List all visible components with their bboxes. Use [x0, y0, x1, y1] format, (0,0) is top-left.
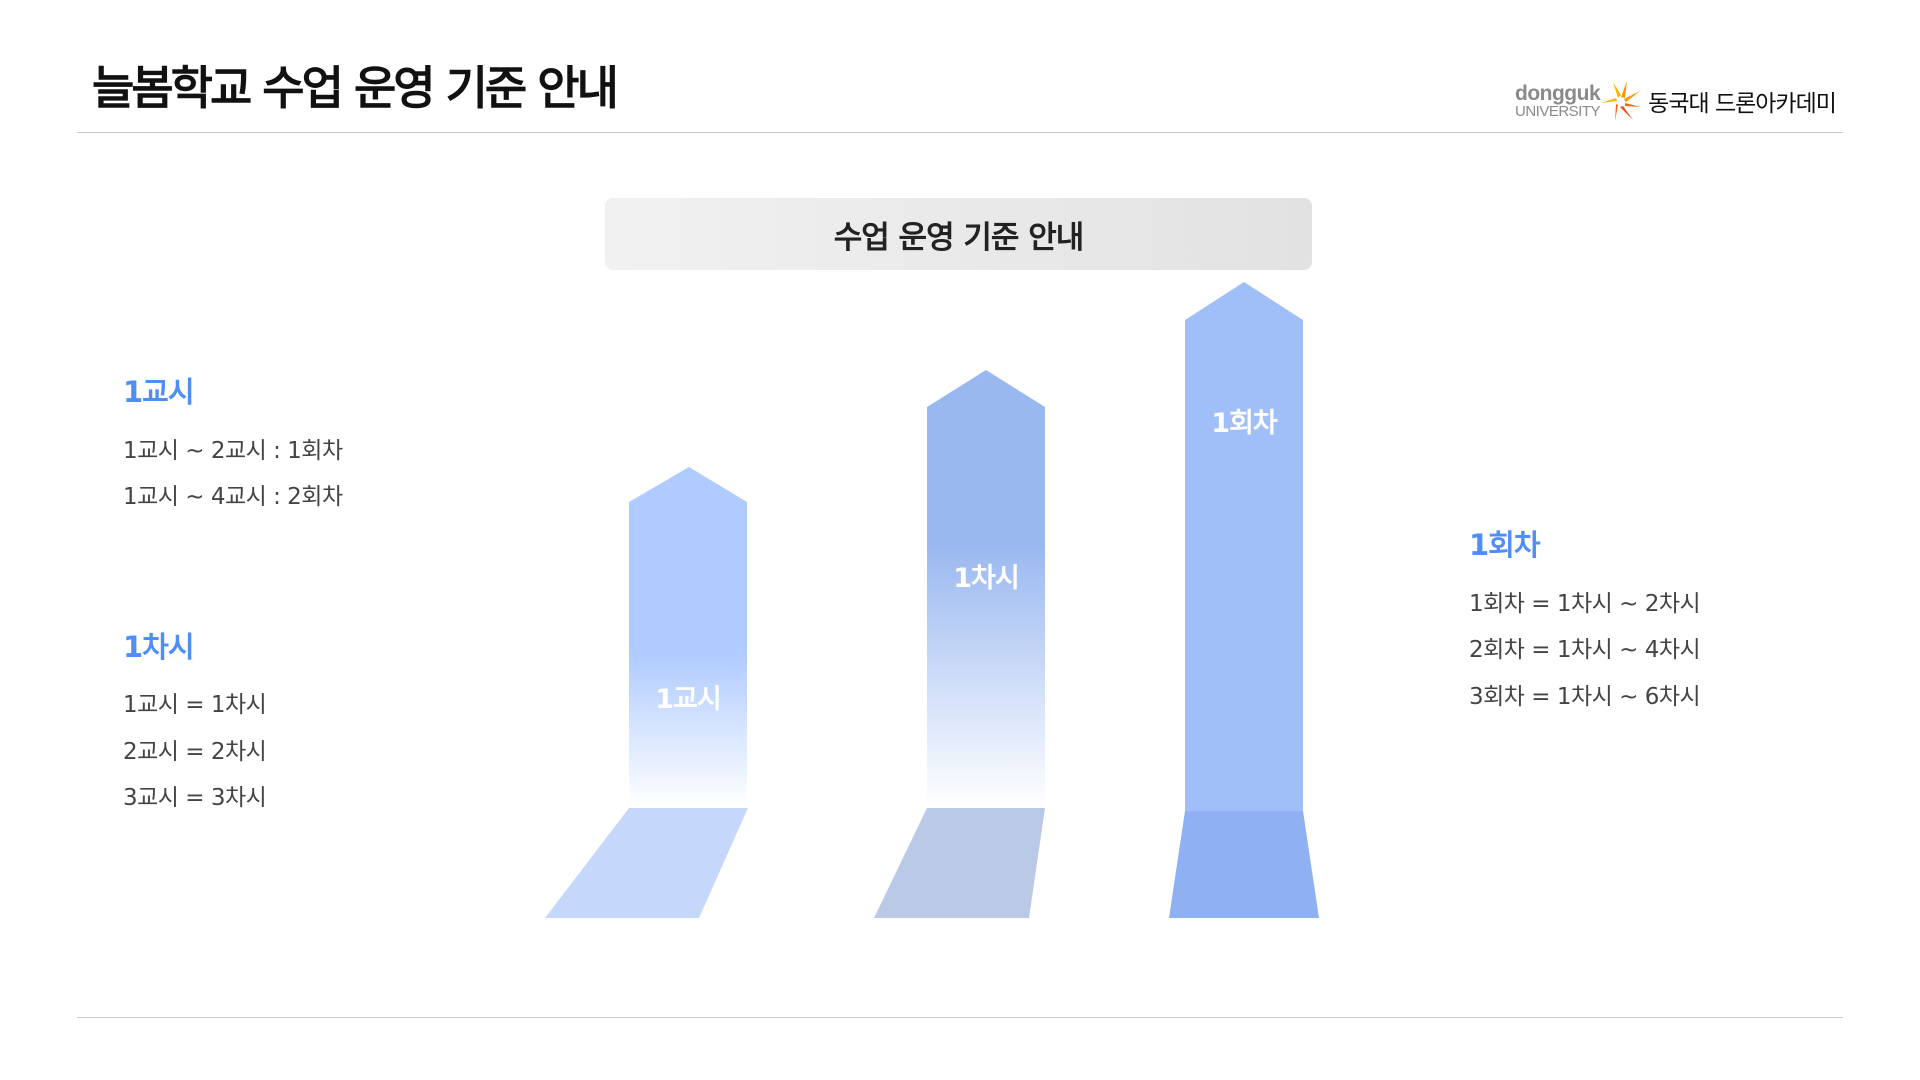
arrow-1-label: 1교시 [655, 684, 721, 715]
top-divider [77, 132, 1843, 133]
left-heading-2: 1차시 [123, 630, 195, 664]
arrow-1-shadow [545, 808, 748, 918]
logo: dongguk UNIVERSITY 동국대 드론아카데미 [1515, 80, 1837, 122]
arrow-3-shadow [1169, 811, 1319, 918]
left-line: 1교시 ~ 4교시 : 2회차 [123, 484, 343, 510]
arrow-2 [927, 370, 1045, 808]
left-line: 1교시 ~ 2교시 : 1회차 [123, 438, 343, 464]
bottom-divider [77, 1017, 1843, 1018]
logo-brand-line2: UNIVERSITY [1515, 103, 1601, 120]
left-line: 1교시 = 1차시 [123, 692, 267, 718]
section-title-box: 수업 운영 기준 안내 [605, 198, 1312, 270]
page-title: 늘봄학교 수업 운영 기준 안내 [92, 61, 619, 115]
sunburst-logo-icon [1601, 81, 1642, 121]
left-line: 2교시 = 2차시 [123, 739, 267, 765]
right-line: 1회차 = 1차시 ~ 2차시 [1469, 591, 1701, 617]
right-line: 2회차 = 1차시 ~ 4차시 [1469, 637, 1701, 663]
logo-name: 동국대 드론아카데미 [1648, 91, 1837, 117]
arrow-3 [1185, 282, 1303, 811]
arrow-3-label: 1회차 [1211, 408, 1277, 439]
dongguk-wordmark: dongguk UNIVERSITY [1515, 82, 1601, 120]
left-heading-1: 1교시 [123, 375, 195, 409]
arrow-2-shadow [874, 808, 1045, 918]
right-heading: 1회차 [1469, 528, 1541, 562]
arrow-2-label: 1차시 [953, 563, 1019, 594]
left-line: 3교시 = 3차시 [123, 785, 267, 811]
logo-brand-line1: dongguk [1515, 82, 1601, 105]
arrow-1 [629, 467, 747, 808]
right-line: 3회차 = 1차시 ~ 6차시 [1469, 684, 1701, 710]
